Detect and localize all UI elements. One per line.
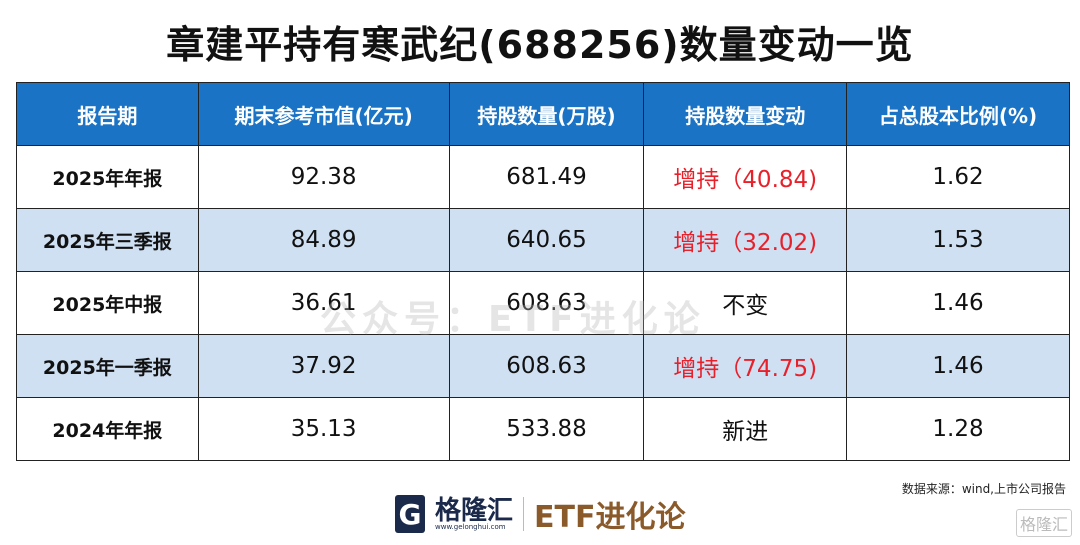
header-change: 持股数量变动 [643, 82, 848, 146]
cell-ratio: 1.53 [846, 208, 1070, 272]
cell-market-value: 36.61 [197, 271, 450, 335]
brand-text: 格隆汇 [435, 495, 514, 526]
data-source: 数据来源：wind,上市公司报告 [901, 482, 1066, 496]
header-shares: 持股数量(万股) [448, 82, 645, 146]
cell-ratio: 1.46 [846, 334, 1070, 398]
cell-market-value: 37.92 [197, 334, 450, 398]
holdings-table: 报告期 期末参考市值(亿元) 持股数量(万股) 持股数量变动 占总股本比例(%)… [16, 82, 1070, 461]
cell-period: 2024年年报 [16, 397, 199, 461]
cell-shares: 533.88 [448, 397, 645, 461]
cell-market-value: 35.13 [197, 397, 450, 461]
partner-name: ETF进化论 [534, 500, 686, 535]
cell-shares: 681.49 [448, 145, 645, 209]
cell-ratio: 1.46 [846, 271, 1070, 335]
footer-logo: G 格隆汇 www.gelonghui.com ETF进化论 [395, 492, 685, 536]
header-ratio: 占总股本比例(%) [846, 82, 1070, 146]
cell-period: 2025年一季报 [16, 334, 199, 398]
cell-period: 2025年三季报 [16, 208, 199, 272]
gelonghui-logo-icon: G [395, 495, 425, 533]
table-row: 2025年年报 92.38 681.49 增持（40.84) 1.62 [16, 145, 1070, 209]
page-title: 章建平持有寒武纪(688256)数量变动一览 [166, 23, 914, 67]
table-row: 2025年一季报 37.92 608.63 增持（74.75) 1.46 [16, 334, 1070, 398]
logo-divider [523, 497, 525, 531]
cell-market-value: 92.38 [197, 145, 450, 209]
table-header-row: 报告期 期末参考市值(亿元) 持股数量(万股) 持股数量变动 占总股本比例(%) [16, 82, 1070, 146]
header-period: 报告期 [16, 82, 199, 146]
cell-shares: 608.63 [448, 334, 645, 398]
cell-market-value: 84.89 [197, 208, 450, 272]
cell-change: 增持（74.75) [643, 334, 848, 398]
table-row: 2025年三季报 84.89 640.65 增持（32.02) 1.53 [16, 208, 1070, 272]
table-row: 2024年年报 35.13 533.88 新进 1.28 [16, 397, 1070, 461]
brand-name: 格隆汇 www.gelonghui.com [435, 498, 513, 531]
cell-ratio: 1.62 [846, 145, 1070, 209]
cell-ratio: 1.28 [846, 397, 1070, 461]
table-row: 2025年中报 36.61 608.63 不变 1.46 [16, 271, 1070, 335]
cell-shares: 608.63 [448, 271, 645, 335]
cell-change: 新进 [643, 397, 848, 461]
header-market-value: 期末参考市值(亿元) [197, 82, 450, 146]
corner-watermark: 格隆汇 [1015, 509, 1072, 537]
cell-period: 2025年年报 [16, 145, 199, 209]
brand-url: www.gelonghui.com [435, 522, 506, 531]
cell-change: 增持（40.84) [643, 145, 848, 209]
cell-change: 不变 [643, 271, 848, 335]
cell-period: 2025年中报 [16, 271, 199, 335]
cell-shares: 640.65 [448, 208, 645, 272]
cell-change: 增持（32.02) [643, 208, 848, 272]
